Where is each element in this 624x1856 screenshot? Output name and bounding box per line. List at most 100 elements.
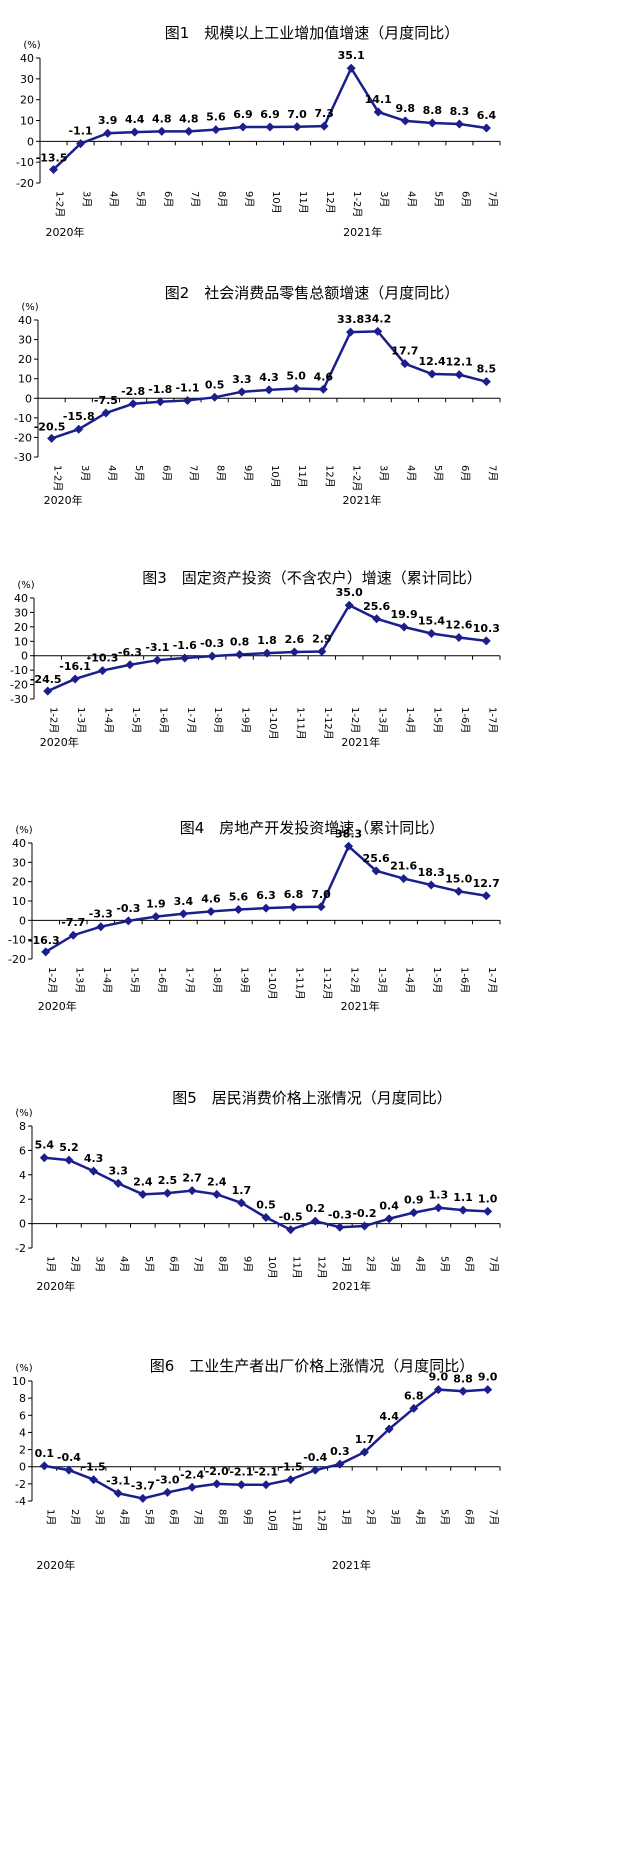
chart-panel-4: 图4 房地产开发投资增速（累计同比） (%) -20 -10 0 10 20 30 40 1-2月… <box>0 805 624 1025</box>
data-label: -15.8 <box>63 410 95 423</box>
data-point <box>182 395 192 405</box>
data-label: -0.4 <box>57 1451 81 1464</box>
data-label: 2.7 <box>182 1172 202 1185</box>
chart-panel-5: 图5 居民消费价格上涨情况（月度同比） (%) -2 0 2 4 6 8 1月 2月 3月 4月 5月 6… <box>0 1075 624 1305</box>
x-tick-label: 1-5月 <box>130 707 142 733</box>
data-point <box>96 922 106 932</box>
x-tick-label: 1月 <box>340 1256 352 1272</box>
data-label: -1.8 <box>148 383 172 396</box>
data-label: 8.5 <box>477 363 497 376</box>
data-label: 2.4 <box>133 1175 153 1188</box>
year-label: 2020年 <box>36 1279 75 1293</box>
x-tick-label: 6月 <box>167 1509 179 1525</box>
x-tick-label: 3月 <box>389 1509 401 1525</box>
y-tick-label: 20 <box>18 353 32 366</box>
data-point <box>292 122 302 132</box>
year-label: 2020年 <box>44 493 83 507</box>
x-tick-label: 5月 <box>133 465 145 481</box>
x-tick-label: 1-2月 <box>54 191 66 217</box>
x-tick-label: 1月 <box>340 1509 352 1525</box>
data-label: 4.6 <box>314 370 334 383</box>
x-tick-label: 6月 <box>167 1256 179 1272</box>
x-tick-label: 3月 <box>378 191 390 207</box>
y-tick-label: -4 <box>15 1495 26 1508</box>
year-label: 2021年 <box>343 493 382 507</box>
y-tick-label: 20 <box>20 94 34 107</box>
data-point <box>384 1424 394 1434</box>
data-label: 21.6 <box>390 860 417 873</box>
x-tick-label: 5月 <box>432 465 444 481</box>
data-label: 5.4 <box>35 1139 55 1152</box>
data-label: 3.3 <box>232 373 252 386</box>
data-label: 7.3 <box>314 107 334 120</box>
data-label: -16.3 <box>28 934 60 947</box>
x-tick-label: 6月 <box>162 191 174 207</box>
data-point <box>318 384 328 394</box>
data-label: 4.6 <box>201 892 221 905</box>
data-point <box>47 433 57 443</box>
data-label: 15.4 <box>418 614 445 627</box>
data-label: 19.9 <box>390 608 417 621</box>
data-label: 4.3 <box>84 1152 104 1165</box>
y-tick-label: 30 <box>18 334 32 347</box>
y-unit-label: (%) <box>17 580 34 591</box>
y-tick-label: 30 <box>12 856 26 869</box>
data-label: 3.3 <box>108 1164 128 1177</box>
data-label: -0.5 <box>279 1211 303 1224</box>
data-label: 1.9 <box>146 898 166 911</box>
data-label: 0.1 <box>35 1447 55 1460</box>
data-label: -1.5 <box>82 1461 106 1474</box>
data-point <box>458 1205 468 1215</box>
data-point <box>426 628 436 638</box>
y-tick-label: 0 <box>21 650 28 663</box>
data-label: 18.3 <box>418 866 445 879</box>
data-label: 2.4 <box>207 1175 227 1188</box>
x-tick-label: 9月 <box>241 1509 253 1525</box>
data-label: 9.0 <box>429 1371 449 1384</box>
x-tick-label: 11月 <box>291 1256 303 1279</box>
x-tick-label: 11月 <box>296 465 308 488</box>
y-tick-label: 4 <box>19 1169 26 1182</box>
data-label: 5.6 <box>229 891 249 904</box>
data-point <box>64 1155 74 1165</box>
x-tick-label: 12月 <box>324 191 336 214</box>
data-point <box>310 1216 320 1226</box>
data-label: 8.8 <box>453 1372 473 1385</box>
data-point <box>433 1385 443 1395</box>
data-label: -1.6 <box>173 639 197 652</box>
data-point <box>210 392 220 402</box>
y-tick-label: -20 <box>14 431 32 444</box>
chart-title: 图1 规模以上工业增加值增速（月度同比） <box>164 24 460 42</box>
x-tick-label: 10月 <box>266 1256 278 1279</box>
data-point <box>207 651 217 661</box>
y-tick-label: 8 <box>19 1120 26 1133</box>
chart-title: 图4 房地产开发投资增速（累计同比） <box>179 819 445 837</box>
y-tick-label: -20 <box>16 177 34 190</box>
data-point <box>481 891 491 901</box>
y-tick-label: 10 <box>18 373 32 386</box>
x-tick-label: 1-4月 <box>404 707 416 733</box>
y-tick-label: -10 <box>10 664 28 677</box>
data-point <box>89 1475 99 1485</box>
data-label: 1.1 <box>453 1191 473 1204</box>
y-unit-label: (%) <box>23 40 40 51</box>
data-label: -24.5 <box>30 673 62 686</box>
data-point <box>138 1189 148 1199</box>
data-label: -7.7 <box>61 916 85 929</box>
data-point <box>483 1385 493 1395</box>
y-tick-label: 0 <box>19 914 26 927</box>
data-point <box>113 1178 123 1188</box>
data-point <box>101 408 111 418</box>
data-point <box>236 1198 246 1208</box>
data-point <box>43 686 53 696</box>
x-tick-label: 1-10月 <box>266 967 278 1000</box>
chart-panel-2: 图2 社会消费品零售总额增速（月度同比） (%) -30 -20 -10 0 10 20 30 4… <box>0 270 624 520</box>
chart-svg: (%) -4 -2 0 2 4 6 8 10 1月 2月 3月 4月 5月 6月 7月 8月 9月 10月 11月 12… <box>12 1363 501 1572</box>
x-tick-label: 1-5月 <box>128 967 140 993</box>
data-label: 33.8 <box>337 313 364 326</box>
data-point <box>76 139 86 149</box>
year-label: 2020年 <box>46 225 85 239</box>
data-point <box>180 653 190 663</box>
chart-title: 图2 社会消费品零售总额增速（月度同比） <box>164 284 460 302</box>
